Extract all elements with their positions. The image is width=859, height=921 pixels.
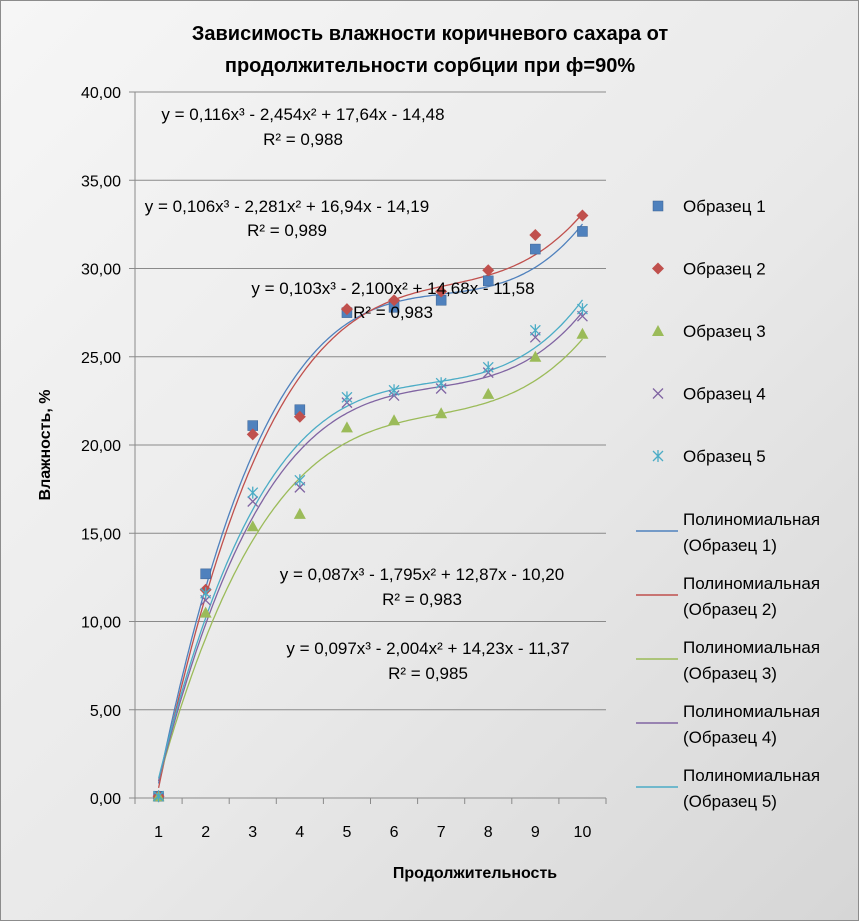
trendline-equation: y = 0,097x³ - 2,004x² + 14,23x - 11,37 (286, 639, 569, 658)
legend-item-label: Образец 4 (683, 385, 766, 404)
data-point (482, 264, 495, 277)
legend-item-label: Образец 1 (683, 197, 766, 216)
y-tick-label: 5,00 (90, 703, 121, 720)
data-point (435, 377, 447, 390)
trendline-r-squared: R² = 0,988 (263, 130, 343, 149)
trendline (157, 299, 584, 779)
legend-item-label: Полиномиальная (Образец 2) (683, 574, 820, 619)
legend-marker (652, 388, 664, 399)
chart-title-line-2: продолжительности сорбции при ф=90% (225, 55, 635, 77)
x-tick-label: 7 (437, 824, 446, 841)
y-tick-label: 25,00 (81, 350, 121, 367)
chart-title-line-1: Зависимость влажности коричневого сахара… (192, 23, 668, 45)
trendline (157, 311, 583, 782)
data-point (293, 410, 306, 423)
data-point (576, 327, 589, 339)
data-point (529, 228, 542, 241)
x-tick-label: 6 (390, 824, 399, 841)
data-point (529, 350, 542, 362)
data-point (529, 324, 541, 337)
x-tick-label: 2 (201, 824, 210, 841)
legend-item-label: Образец 3 (683, 322, 766, 341)
data-point (199, 606, 212, 618)
gridlines (135, 91, 606, 711)
y-axis-label: Влажность, % (37, 390, 54, 501)
trendline-equation: y = 0,106x³ - 2,281x² + 16,94x - 14,19 (145, 197, 429, 216)
legend-item-label: Полиномиальная (Образец 1) (683, 510, 820, 555)
legend-item-label: Полиномиальная (Образец 3) (683, 638, 820, 683)
trendline-r-squared: R² = 0,989 (247, 221, 327, 240)
data-point (388, 384, 400, 397)
data-point (576, 303, 588, 316)
y-tick-label: 30,00 (81, 262, 121, 279)
data-point (388, 414, 401, 426)
legend-item-label: Полиномиальная (Образец 4) (683, 702, 820, 747)
axes: 0,00 5,00 10,00 15,00 20,00 25,00 30,00 35,00 40… (81, 85, 607, 841)
data-point (576, 209, 589, 222)
x-tick-label: 3 (248, 824, 257, 841)
trendlines (157, 213, 584, 789)
x-tick-label: 8 (484, 824, 493, 841)
trendline (157, 213, 583, 789)
data-point (482, 361, 494, 374)
legend-marker (652, 200, 664, 212)
data-point (200, 587, 212, 600)
trendline-equations: y = 0,116x³ - 2,454x² + 17,64x - 14,48 R²… (145, 105, 570, 683)
data-point (482, 387, 495, 399)
data-point (246, 520, 259, 532)
data-point (341, 391, 353, 404)
y-tick-label: 0,00 (90, 791, 121, 808)
x-tick-label: 1 (154, 824, 163, 841)
trendline-equation: y = 0,116x³ - 2,454x² + 17,64x - 14,48 (161, 105, 444, 124)
data-point (530, 243, 541, 255)
legend-marker (652, 325, 664, 336)
data-point (340, 421, 353, 433)
y-tick-label: 15,00 (81, 526, 121, 543)
trendline-r-squared: R² = 0,985 (388, 664, 468, 683)
data-point (577, 226, 588, 237)
data-point (200, 568, 211, 580)
chart-title: Зависимость влажности коричневого сахара… (192, 23, 668, 77)
legend: Образец 1 Образец 2 Образец 3 Образец 4 Обра… (636, 197, 820, 811)
legend-item-label: Образец 2 (683, 260, 766, 279)
trendline (157, 338, 583, 782)
data-point (435, 285, 448, 298)
x-tick-label: 9 (531, 824, 540, 841)
y-tick-label: 40,00 (81, 85, 121, 102)
data-point (340, 303, 353, 316)
legend-marker (652, 262, 664, 275)
y-tick-label: 20,00 (81, 438, 121, 455)
x-tick-label: 5 (342, 824, 351, 841)
data-point (388, 294, 401, 307)
trendline-equation: y = 0,087x³ - 1,795x² + 12,87x - 10,20 (280, 565, 564, 584)
data-point (293, 507, 306, 519)
data-points (152, 209, 589, 803)
data-point (247, 486, 259, 499)
legend-marker (652, 450, 664, 462)
data-point (435, 407, 448, 419)
x-tick-label: 10 (574, 824, 592, 841)
trendline-equation: y = 0,103x³ - 2,100x² + 14,68x - 11,58 (251, 279, 534, 298)
data-point (246, 428, 259, 441)
x-tick-label: 4 (295, 824, 304, 841)
y-tick-label: 35,00 (81, 173, 121, 190)
x-axis-label: Продолжительность (393, 865, 557, 882)
legend-item-label: Образец 5 (683, 447, 766, 466)
legend-item-label: Полиномиальная (Образец 5) (683, 766, 820, 811)
data-point (153, 790, 165, 803)
data-point (294, 474, 306, 487)
data-point (247, 496, 259, 507)
trendline-r-squared: R² = 0,983 (353, 303, 433, 322)
y-tick-label: 10,00 (81, 615, 121, 632)
trendline-r-squared: R² = 0,983 (382, 590, 462, 609)
